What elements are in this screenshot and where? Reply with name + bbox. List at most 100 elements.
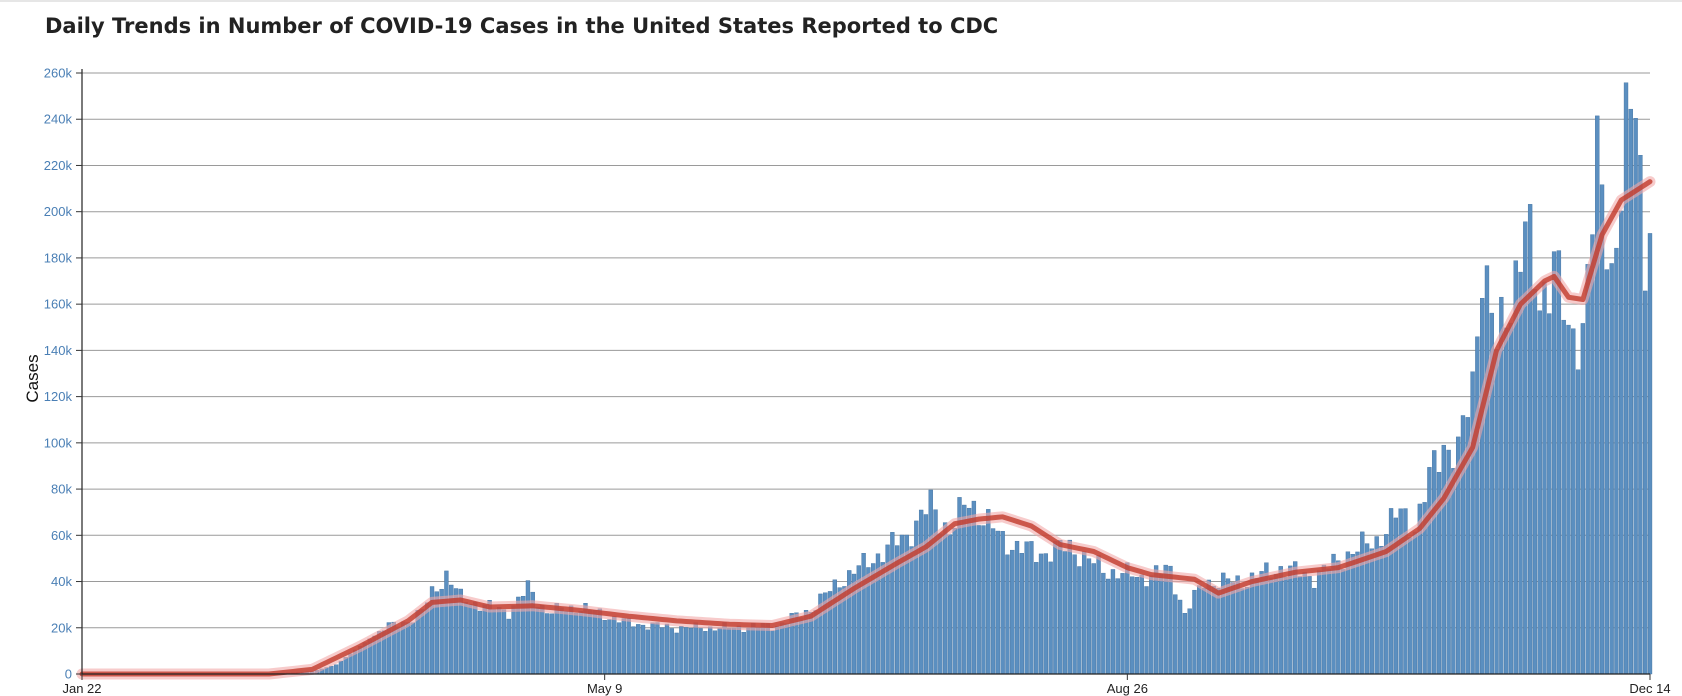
daily-case-bar xyxy=(1000,531,1005,675)
daily-case-bar xyxy=(986,509,991,675)
daily-case-bar xyxy=(1470,371,1475,675)
daily-case-bar xyxy=(976,525,981,675)
x-tick-label: Dec 14 xyxy=(1629,681,1670,696)
daily-case-bar xyxy=(497,606,502,675)
daily-case-bar xyxy=(880,562,885,675)
daily-case-bar xyxy=(770,630,775,675)
daily-case-bar xyxy=(688,627,694,675)
daily-case-bar xyxy=(544,613,550,675)
daily-case-bar xyxy=(396,626,401,675)
daily-case-bar xyxy=(1484,265,1490,675)
daily-case-bar xyxy=(477,610,483,675)
daily-case-bar xyxy=(1542,281,1547,675)
daily-case-bar xyxy=(679,626,684,675)
daily-case-bar xyxy=(1432,450,1437,675)
daily-case-bar xyxy=(947,534,953,675)
daily-case-bar xyxy=(1614,247,1619,675)
daily-case-bar xyxy=(981,525,986,675)
daily-case-bar xyxy=(1556,250,1562,675)
daily-case-bar xyxy=(1292,561,1298,675)
daily-case-bar xyxy=(602,620,607,675)
x-tick-label: Jan 22 xyxy=(62,681,101,696)
daily-case-bar xyxy=(923,514,929,675)
daily-case-bar xyxy=(1053,541,1058,675)
daily-case-bar xyxy=(1609,263,1614,675)
daily-case-bar xyxy=(1058,540,1063,675)
y-tick-label: 20k xyxy=(51,620,72,635)
y-tick-label: 240k xyxy=(44,112,73,127)
daily-case-bar xyxy=(1139,574,1144,675)
daily-case-bar xyxy=(1326,568,1331,675)
axes xyxy=(81,69,1650,675)
daily-case-bar xyxy=(655,622,660,675)
daily-case-bar xyxy=(626,618,631,675)
y-tick-label: 160k xyxy=(44,297,73,312)
daily-case-bar xyxy=(463,602,468,675)
daily-case-bar xyxy=(1518,271,1523,675)
daily-case-bar xyxy=(1571,328,1576,675)
daily-case-bar xyxy=(971,500,977,675)
daily-case-bar xyxy=(535,606,540,675)
daily-case-bar xyxy=(1340,569,1346,675)
daily-case-bar xyxy=(1091,563,1096,675)
daily-case-bar xyxy=(707,626,713,675)
daily-case-bar xyxy=(779,622,785,675)
daily-case-bar xyxy=(1398,508,1403,675)
daily-case-bar xyxy=(1494,349,1499,675)
y-tick-label: 220k xyxy=(44,158,73,173)
daily-case-bar xyxy=(592,610,598,675)
daily-case-bar xyxy=(568,605,574,675)
daily-case-bar xyxy=(578,611,583,675)
daily-case-bar xyxy=(1408,537,1413,675)
daily-case-bar xyxy=(405,622,411,675)
daily-case-bar xyxy=(918,509,924,675)
daily-case-bar xyxy=(1278,566,1283,675)
daily-case-bar xyxy=(1297,576,1303,675)
daily-case-bar xyxy=(410,622,416,675)
daily-case-bar xyxy=(501,609,507,675)
daily-case-bar xyxy=(1120,573,1125,675)
daily-case-bar xyxy=(1523,221,1528,675)
moving-average-line xyxy=(76,176,1656,680)
daily-case-bar xyxy=(1283,577,1288,675)
daily-case-bar xyxy=(559,607,564,675)
daily-case-bar xyxy=(511,605,516,675)
daily-case-bar xyxy=(1254,577,1259,675)
daily-case-bar xyxy=(473,601,478,675)
daily-case-bar xyxy=(1158,573,1164,675)
daily-case-bar xyxy=(698,628,703,675)
daily-case-bar xyxy=(1360,531,1365,675)
daily-case-bar xyxy=(669,628,674,675)
y-tick-label: 200k xyxy=(44,204,73,219)
daily-case-bar xyxy=(1480,298,1485,675)
y-tick-label: 40k xyxy=(51,574,72,589)
daily-case-bar xyxy=(1197,585,1202,675)
daily-case-bar xyxy=(573,612,579,675)
daily-case-bar xyxy=(962,504,967,675)
y-tick-label: 80k xyxy=(51,482,72,497)
daily-case-bar xyxy=(693,622,698,675)
daily-case-bar xyxy=(1134,577,1140,675)
daily-case-bar xyxy=(525,580,531,675)
daily-case-bar xyxy=(1216,588,1221,675)
daily-case-bar xyxy=(549,613,555,675)
daily-case-bar xyxy=(1105,578,1111,675)
daily-case-bar xyxy=(1153,565,1159,675)
daily-case-bar xyxy=(1475,336,1480,675)
daily-case-bar xyxy=(1604,269,1610,675)
daily-case-bar xyxy=(1082,551,1087,675)
daily-case-bar xyxy=(1302,571,1307,675)
daily-case-bar xyxy=(1125,562,1130,675)
daily-case-bar xyxy=(1321,564,1327,675)
daily-case-bar xyxy=(444,570,449,675)
daily-case-bar xyxy=(588,609,593,675)
daily-case-bar xyxy=(631,626,636,675)
daily-case-bar xyxy=(736,625,742,675)
daily-case-bar xyxy=(540,605,545,675)
daily-case-bar xyxy=(741,631,746,675)
daily-cases-bars xyxy=(84,82,1653,675)
daily-case-bar xyxy=(1259,571,1264,675)
daily-case-bar xyxy=(1077,566,1082,675)
daily-case-bar xyxy=(1547,313,1552,675)
daily-case-bar xyxy=(612,616,617,675)
